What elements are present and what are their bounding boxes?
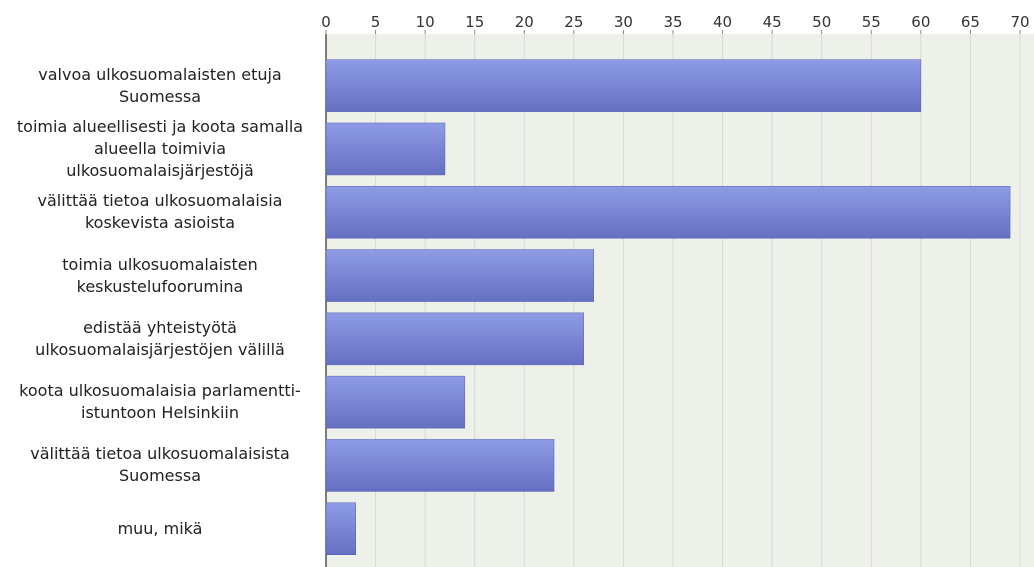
category-label: muu, mikä: [117, 518, 203, 538]
category-label: välittää tietoa ulkosuomalaisia koskevis…: [37, 191, 283, 233]
bar: [325, 186, 1011, 239]
category-label: toimia ulkosuomalaisten keskustelufoorum…: [62, 254, 258, 296]
x-tick-label: 45: [763, 13, 782, 31]
x-tick-label: 10: [416, 13, 435, 31]
x-tick-label: 25: [564, 13, 583, 31]
x-tick-label: 5: [371, 13, 381, 31]
bar: [325, 59, 922, 112]
category-label: edistää yhteistyötä ulkosuomalaisjärjest…: [35, 317, 285, 359]
category-label: valvoa ulkosuomalaisten etuja Suomessa: [38, 64, 282, 106]
bar: [325, 439, 555, 492]
bar: [325, 502, 356, 555]
category-label: koota ulkosuomalaisia parlamentti-istunt…: [19, 381, 301, 423]
bar: [325, 249, 594, 302]
x-tick-label: 65: [961, 13, 980, 31]
x-tick-label: 50: [812, 13, 831, 31]
bar: [325, 312, 585, 366]
x-tick-label: 40: [713, 13, 732, 31]
x-tick-label: 35: [663, 13, 682, 31]
x-tick-label: 55: [862, 13, 881, 31]
x-tick-label: 20: [515, 13, 534, 31]
x-tick-label: 0: [321, 13, 331, 31]
x-tick-label: 15: [465, 13, 484, 31]
x-tick-label: 30: [614, 13, 633, 31]
x-tick-label: 70: [1010, 13, 1029, 31]
x-tick-label: 60: [911, 13, 930, 31]
bar: [325, 375, 466, 429]
bar: [325, 122, 446, 176]
category-label: toimia alueellisesti ja koota samalla al…: [16, 116, 304, 180]
category-label: välittää tietoa ulkosuomalaisista Suomes…: [30, 444, 290, 486]
